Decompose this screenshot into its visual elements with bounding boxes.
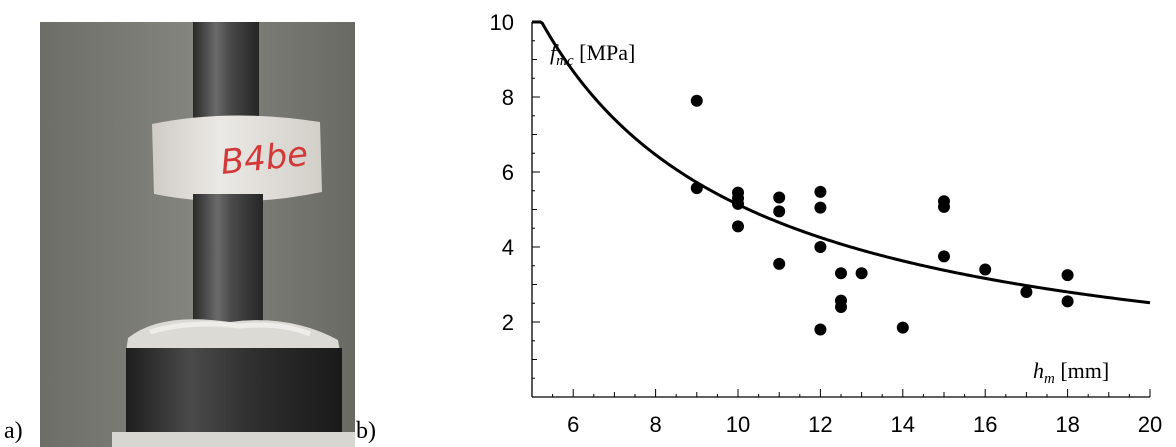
data-point: [773, 205, 786, 218]
fit-curve: [532, 20, 1151, 305]
data-point: [814, 241, 827, 253]
data-point: [835, 301, 847, 313]
panel-a-label: a): [4, 418, 23, 444]
debris-highlight: [149, 321, 311, 337]
y-tick-label: 8: [502, 85, 514, 110]
data-point: [690, 94, 703, 107]
y-tick-label: 2: [502, 310, 514, 335]
data-point: [938, 200, 950, 213]
lower-rod: [193, 194, 263, 342]
x-tick-label: 12: [808, 412, 832, 437]
panel-b-label: b): [356, 418, 376, 444]
specimen-marking: B4be: [219, 134, 310, 183]
fit-curve-layer: [532, 20, 1151, 305]
y-tick-label: 4: [502, 235, 514, 260]
y-tick-label: 6: [502, 160, 514, 185]
specimen-photo: B4be: [40, 22, 355, 447]
x-tick-label: 20: [1138, 412, 1162, 437]
base-plate: [112, 432, 355, 447]
y-tick-label: 10: [490, 10, 514, 35]
data-point: [690, 182, 703, 195]
data-point: [773, 257, 786, 270]
data-point: [732, 220, 744, 233]
data-points: [690, 94, 1074, 336]
x-tick-label: 8: [649, 412, 661, 437]
axes: 6 8 10 12 14 16 18 20 2 4 6 8 10: [490, 10, 1163, 437]
y-axis-label: fmc [MPa]: [550, 40, 635, 69]
base-cylinder: [126, 348, 342, 440]
x-tick-label: 14: [891, 412, 915, 437]
x-tick-label: 18: [1055, 412, 1079, 437]
data-point: [979, 263, 992, 276]
data-point: [938, 250, 950, 263]
x-tick-label: 10: [726, 412, 750, 437]
data-point: [814, 201, 827, 214]
scatter-chart: 6 8 10 12 14 16 18 20 2 4 6 8 10 fmc [MPa] hm [mm]: [490, 10, 1163, 437]
data-point: [835, 267, 847, 280]
data-point: [1061, 269, 1074, 282]
specimen-disc: [152, 115, 322, 202]
data-point: [1061, 295, 1074, 308]
data-point: [773, 191, 786, 204]
x-tick-label: 6: [567, 412, 579, 437]
data-point: [814, 323, 827, 336]
data-point: [896, 321, 909, 334]
x-axis-label: hm [mm]: [1033, 358, 1109, 387]
data-point: [814, 185, 827, 198]
data-point: [855, 267, 868, 280]
data-point: [732, 197, 744, 210]
x-tick-label: 16: [973, 412, 997, 437]
data-point: [1020, 286, 1033, 298]
